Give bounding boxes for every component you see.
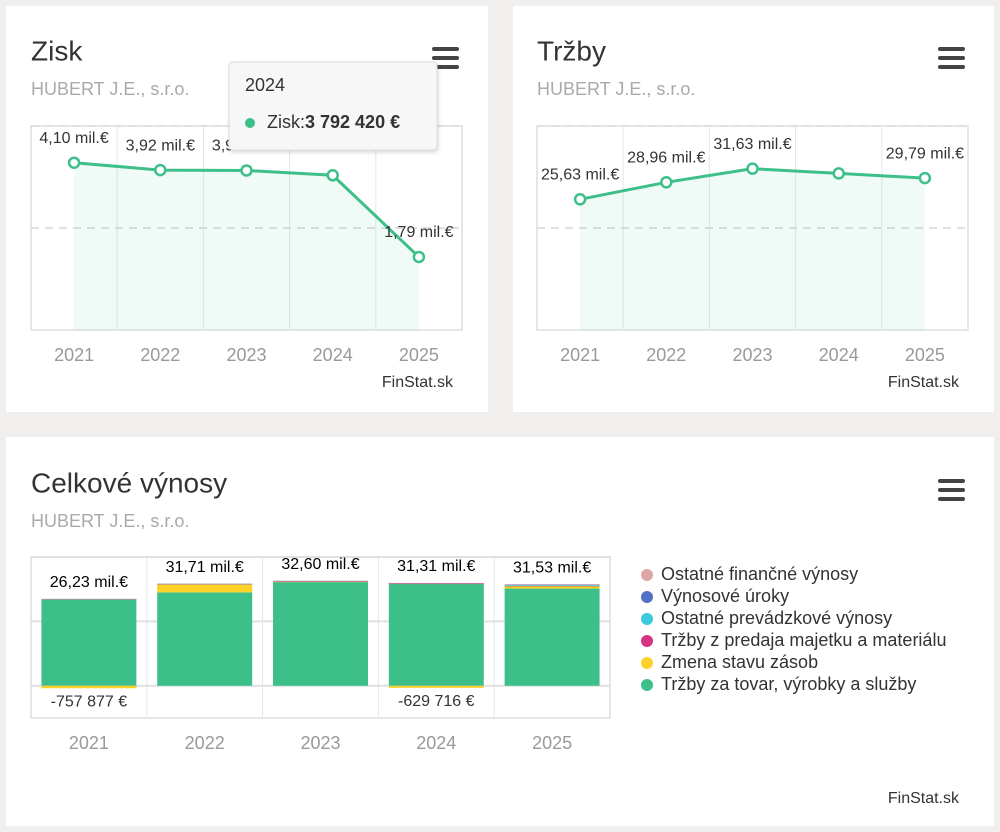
- total-label: 31,53 mil.€: [513, 559, 591, 576]
- legend-marker: [641, 569, 653, 581]
- x-tick-label: 2022: [140, 345, 180, 365]
- credit: FinStat.sk: [888, 790, 960, 807]
- point: [326, 169, 339, 182]
- x-tick-label: 2021: [54, 345, 94, 365]
- point: [412, 250, 426, 264]
- bar-segment: [504, 584, 600, 585]
- chart-subtitle: HUBERT J.E., s.r.o.: [537, 79, 695, 99]
- bar-segment: [41, 598, 137, 600]
- value-label: 28,96 mil.€: [627, 150, 705, 167]
- credit: FinStat.sk: [382, 374, 454, 391]
- legend-label: Zmena stavu zásob: [661, 652, 818, 672]
- bar-segment: [504, 584, 600, 586]
- legend-label: Ostatné prevádzkové výnosy: [661, 608, 892, 628]
- total-label: 31,31 mil.€: [397, 558, 475, 575]
- bar-segment: [504, 585, 600, 587]
- x-tick-label: 2024: [819, 345, 859, 365]
- x-tick-label: 2025: [399, 345, 439, 365]
- card: [513, 6, 994, 412]
- point: [240, 164, 253, 177]
- value-label: 4,10 mil.€: [39, 130, 108, 147]
- legend-label: Výnosové úroky: [661, 586, 789, 606]
- area: [74, 162, 419, 330]
- value-label: -757 877 €: [51, 693, 128, 710]
- chart-title: Celkové výnosy: [31, 467, 227, 498]
- bar-segment: [157, 584, 253, 593]
- value-label: 31,63 mil.€: [713, 136, 791, 153]
- point: [746, 162, 759, 175]
- legend-marker: [641, 591, 653, 603]
- legend-label: Tržby z predaja majetku a materiálu: [661, 630, 946, 650]
- tooltip-value: 3 792 420 €: [305, 112, 400, 132]
- bar-segment: [41, 685, 137, 689]
- chart-title: Zisk: [31, 35, 83, 66]
- point: [67, 156, 81, 169]
- tooltip-text: Zisk:3 792 420 €: [267, 112, 400, 132]
- credit: FinStat.sk: [888, 374, 960, 391]
- x-tick-label: 2025: [532, 733, 572, 753]
- chart-subtitle: HUBERT J.E., s.r.o.: [31, 79, 189, 99]
- x-tick-label: 2022: [185, 733, 225, 753]
- point: [573, 193, 587, 206]
- value-label: 1,79 mil.€: [384, 224, 453, 241]
- bar-segment: [157, 583, 253, 585]
- bar-segment: [504, 585, 600, 589]
- x-tick-label: 2023: [300, 733, 340, 753]
- menu-button[interactable]: [432, 47, 459, 69]
- x-tick-label: 2023: [226, 345, 266, 365]
- bar-segment: [388, 584, 484, 686]
- chart-subtitle: HUBERT J.E., s.r.o.: [31, 511, 189, 531]
- x-tick-label: 2025: [905, 345, 945, 365]
- point: [832, 167, 845, 180]
- x-tick-label: 2022: [646, 345, 686, 365]
- x-tick-label: 2021: [560, 345, 600, 365]
- bar-segment: [157, 584, 253, 585]
- legend-marker: [641, 679, 653, 691]
- point: [918, 171, 932, 185]
- point: [660, 176, 673, 189]
- value-label: 25,63 mil.€: [541, 167, 619, 184]
- total-label: 32,60 mil.€: [281, 556, 359, 573]
- tooltip-marker: [245, 118, 255, 128]
- value-label: -629 716 €: [398, 693, 475, 710]
- bar-segment: [388, 685, 484, 688]
- legend-marker: [641, 657, 653, 669]
- x-tick-label: 2023: [732, 345, 772, 365]
- bar-segment: [388, 583, 484, 585]
- value-label: 29,79 mil.€: [886, 145, 964, 162]
- tooltip-label: Zisk:: [267, 112, 305, 132]
- menu-button[interactable]: [938, 47, 965, 69]
- bar-segment: [273, 580, 368, 582]
- area: [580, 168, 925, 330]
- legend-marker: [641, 613, 653, 625]
- x-tick-label: 2021: [69, 733, 109, 753]
- total-label: 31,71 mil.€: [166, 559, 244, 576]
- total-label: 26,23 mil.€: [50, 574, 128, 591]
- bar-segment: [157, 592, 253, 686]
- chart-title: Tržby: [537, 35, 606, 66]
- legend-label: Tržby za tovar, výrobky a služby: [661, 674, 916, 694]
- value-label: 3,92 mil.€: [126, 137, 195, 154]
- point: [154, 163, 167, 177]
- bar-segment: [273, 581, 368, 582]
- bar-segment: [41, 599, 137, 686]
- x-tick-label: 2024: [416, 733, 456, 753]
- tooltip-box: [228, 61, 438, 151]
- x-tick-label: 2024: [313, 345, 353, 365]
- bar-segment: [504, 588, 600, 686]
- bar-segment: [388, 582, 484, 584]
- menu-button[interactable]: [938, 479, 965, 501]
- legend-marker: [641, 635, 653, 647]
- legend-label: Ostatné finančné výnosy: [661, 564, 858, 584]
- tooltip-title: 2024: [245, 75, 285, 95]
- tooltip: 2024 Zisk:3 792 420 €: [228, 61, 438, 151]
- bar-segment: [273, 582, 368, 686]
